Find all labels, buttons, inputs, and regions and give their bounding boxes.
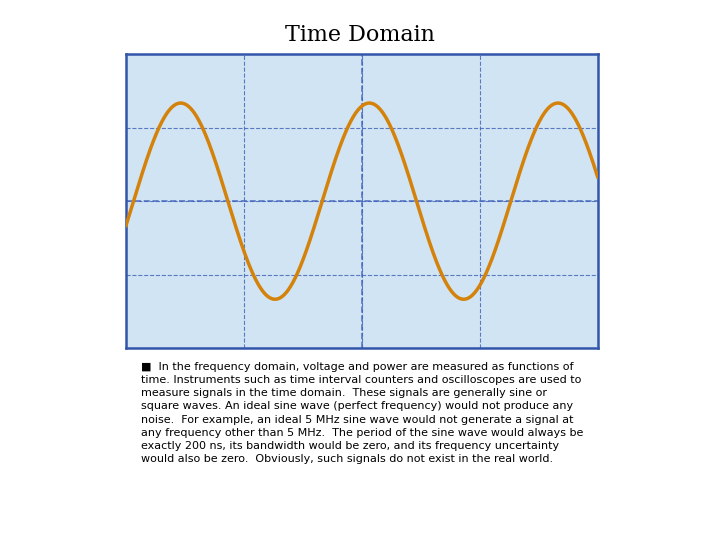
Text: Time Domain: Time Domain: [285, 24, 435, 46]
Text: ■  In the frequency domain, voltage and power are measured as functions of
time.: ■ In the frequency domain, voltage and p…: [141, 362, 583, 464]
Text: NIST: NIST: [644, 504, 702, 524]
Text: National Institute of
Standards and Technology: National Institute of Standards and Tech…: [11, 498, 218, 530]
